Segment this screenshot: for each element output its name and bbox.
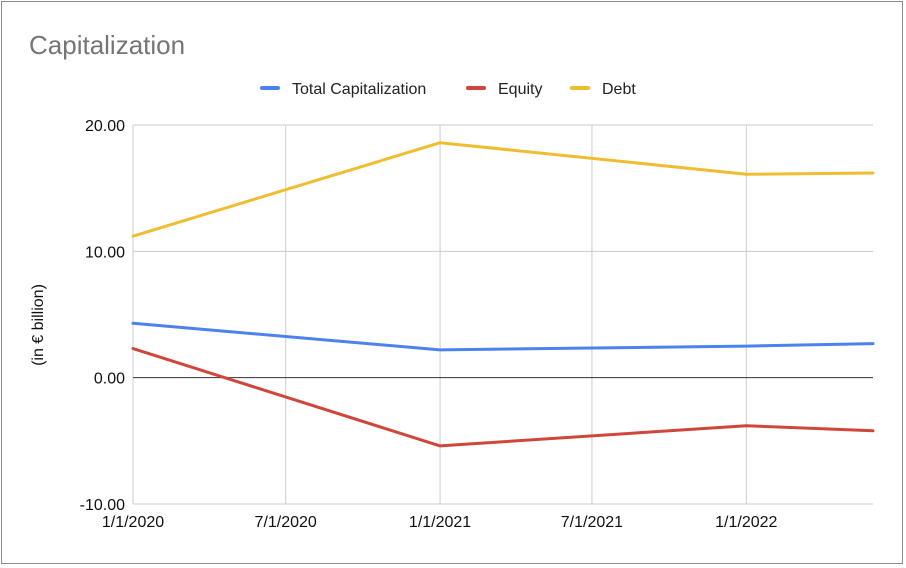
legend-label: Debt [602, 81, 636, 98]
chart-title: Capitalization [29, 30, 185, 60]
x-axis-ticks: 1/1/2020 7/1/2020 1/1/2021 7/1/2021 1/1/2022 [102, 514, 778, 531]
y-axis-ticks: 20.00 10.00 0.00 -10.00 [80, 118, 125, 514]
x-tick-label: 7/1/2021 [561, 514, 623, 531]
x-tick-label: 1/1/2021 [409, 514, 471, 531]
y-axis-label: (in € billion) [30, 284, 47, 366]
x-tick-label: 1/1/2022 [715, 514, 777, 531]
gridlines [132, 124, 873, 505]
legend-label: Equity [498, 81, 542, 98]
legend-label: Total Capitalization [292, 81, 426, 98]
x-tick-label: 1/1/2020 [102, 514, 164, 531]
y-tick-label: 0.00 [94, 371, 125, 388]
equity-line [131, 347, 875, 448]
y-tick-label: 10.00 [85, 244, 125, 261]
x-tick-label: 7/1/2020 [255, 514, 317, 531]
total-capitalization-line [131, 321, 875, 352]
series-lines [131, 141, 875, 448]
legend: Total Capitalization Equity Debt [260, 81, 636, 98]
y-tick-label: 20.00 [85, 118, 125, 135]
debt-line [131, 141, 875, 238]
y-tick-label: -10.00 [80, 497, 125, 514]
